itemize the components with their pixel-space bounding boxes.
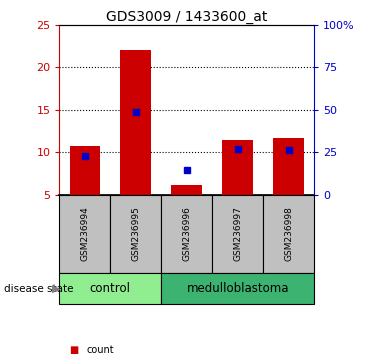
Text: disease state: disease state — [4, 284, 73, 293]
Text: GSM236996: GSM236996 — [182, 206, 191, 261]
Bar — [59, 195, 110, 273]
Bar — [223, 140, 253, 195]
Text: GSM236997: GSM236997 — [233, 206, 242, 261]
Bar — [263, 195, 314, 273]
Bar — [212, 195, 263, 273]
Text: GSM236998: GSM236998 — [284, 206, 293, 261]
Bar — [172, 184, 202, 195]
Bar — [110, 195, 161, 273]
Text: ▶: ▶ — [52, 284, 60, 293]
Title: GDS3009 / 1433600_at: GDS3009 / 1433600_at — [106, 10, 267, 24]
Text: GSM236995: GSM236995 — [131, 206, 140, 261]
Text: control: control — [90, 282, 131, 295]
Bar — [273, 138, 304, 195]
Text: ■: ■ — [69, 346, 78, 354]
Text: medulloblastoma: medulloblastoma — [187, 282, 289, 295]
Bar — [161, 273, 314, 304]
Bar — [161, 195, 212, 273]
Text: GSM236994: GSM236994 — [80, 206, 89, 261]
Text: count: count — [86, 346, 114, 354]
Bar — [70, 146, 100, 195]
Bar — [59, 273, 161, 304]
Bar — [121, 50, 151, 195]
